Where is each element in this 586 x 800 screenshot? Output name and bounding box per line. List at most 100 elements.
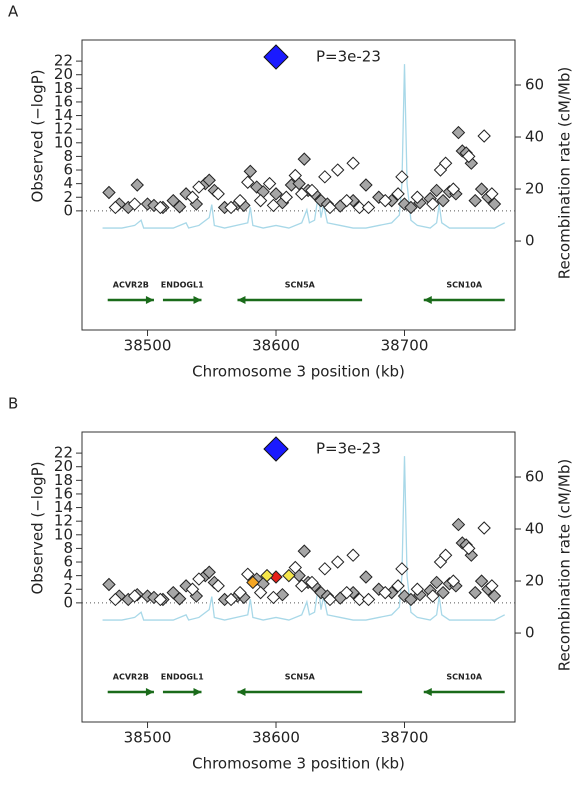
y-tick-label: 18 xyxy=(54,471,73,489)
snp-point xyxy=(359,178,373,192)
snp-point xyxy=(295,187,309,201)
y-tick-label: 18 xyxy=(54,79,73,97)
x-axis-label: Chromosome 3 position (kb) xyxy=(192,755,405,773)
snp-point xyxy=(241,567,255,581)
snp-point xyxy=(297,544,311,558)
snp-point xyxy=(361,200,376,215)
snp-point xyxy=(288,560,302,575)
snp-point xyxy=(474,182,489,196)
x-tick-label: 38700 xyxy=(381,729,429,747)
top-hit xyxy=(263,44,289,70)
snp-point xyxy=(477,521,491,535)
y-tick-label: 16 xyxy=(54,484,73,502)
gene-arrowhead xyxy=(193,296,202,304)
snp-point xyxy=(438,156,453,170)
snp-point xyxy=(391,187,405,201)
snp-point xyxy=(260,568,274,583)
panel-label: A xyxy=(8,3,19,21)
y-tick-label: 6 xyxy=(63,553,73,571)
snp-point xyxy=(185,190,200,204)
snp-point xyxy=(266,198,281,213)
y2-tick-label: 40 xyxy=(525,128,544,146)
snp-point xyxy=(426,197,440,211)
snp-point xyxy=(404,200,418,215)
recombination-line xyxy=(102,456,506,621)
snp-point xyxy=(127,197,142,211)
snp-point xyxy=(172,592,187,606)
y2-tick-label: 60 xyxy=(525,467,544,485)
y2-tick-label: 0 xyxy=(525,232,535,250)
y-tick-label: 4 xyxy=(63,174,73,192)
gene-arrowhead xyxy=(193,688,202,696)
snp-point xyxy=(153,592,168,607)
y-axis-label: Observed (−logP) xyxy=(29,461,47,594)
recombination-line xyxy=(102,64,506,229)
y-tick-label: 10 xyxy=(54,133,73,151)
snp-point xyxy=(330,555,345,569)
snp-point xyxy=(429,183,444,198)
snp-point xyxy=(279,190,294,204)
y2-tick-label: 0 xyxy=(525,624,535,642)
x-tick-label: 38500 xyxy=(124,337,172,355)
y-tick-label: 22 xyxy=(54,444,73,462)
snp-point xyxy=(318,562,332,576)
top-hit-label: P=3e-23 xyxy=(316,440,381,458)
snp-point xyxy=(153,200,168,215)
snp-point xyxy=(346,156,360,170)
x-tick-label: 38600 xyxy=(252,337,300,355)
snp-point xyxy=(451,517,466,532)
snp-point xyxy=(246,575,260,590)
gene-label: SCN5A xyxy=(285,281,316,290)
snp-point xyxy=(438,548,453,562)
top-hit xyxy=(263,436,289,462)
snp-point xyxy=(275,587,290,602)
gene-arrowhead xyxy=(423,688,432,696)
gene-arrowhead xyxy=(237,688,246,696)
y-tick-label: 16 xyxy=(54,92,73,110)
x-tick-label: 38500 xyxy=(124,729,172,747)
y-tick-label: 0 xyxy=(63,593,73,611)
y2-axis-label: Recombination rate (cM/Mb) xyxy=(556,67,574,280)
snp-point xyxy=(378,193,392,208)
gene-arrowhead xyxy=(145,296,154,304)
snp-point xyxy=(295,579,309,593)
snp-point xyxy=(372,582,386,596)
y2-tick-label: 40 xyxy=(525,520,544,538)
snp-point xyxy=(429,575,444,590)
snp-point xyxy=(224,592,238,607)
snp-point xyxy=(211,187,225,201)
snp-point xyxy=(233,193,247,208)
snp-point xyxy=(462,541,476,556)
snp-point xyxy=(288,168,302,183)
snp-point xyxy=(485,579,499,593)
snp-point xyxy=(404,592,418,607)
snp-point xyxy=(410,582,425,596)
snp-point xyxy=(202,173,216,187)
snp-point xyxy=(359,570,373,584)
y-tick-label: 12 xyxy=(54,512,73,530)
y-tick-label: 2 xyxy=(63,580,73,598)
snp-point xyxy=(352,200,367,215)
y-tick-label: 2 xyxy=(63,188,73,206)
snp-point xyxy=(253,193,268,208)
gene-label: ENDOGL1 xyxy=(161,281,204,290)
snp-point xyxy=(266,590,281,605)
snp-point xyxy=(395,170,409,184)
snp-point xyxy=(172,200,187,214)
y-tick-label: 6 xyxy=(63,161,73,179)
y-tick-label: 20 xyxy=(54,457,73,475)
gene-arrowhead xyxy=(423,296,432,304)
x-tick-label: 38700 xyxy=(381,337,429,355)
y-tick-label: 8 xyxy=(63,147,73,165)
gene-label: SCN10A xyxy=(446,673,482,682)
snp-point xyxy=(462,149,476,164)
y2-tick-label: 20 xyxy=(525,180,544,198)
x-axis-label: Chromosome 3 position (kb) xyxy=(192,363,405,381)
snp-point xyxy=(224,200,238,215)
gene-label: ENDOGL1 xyxy=(161,673,204,682)
snp-point xyxy=(323,592,337,607)
snp-point xyxy=(468,585,482,600)
panel-label: B xyxy=(8,395,18,413)
snp-point xyxy=(108,200,123,215)
snp-point xyxy=(282,568,296,583)
